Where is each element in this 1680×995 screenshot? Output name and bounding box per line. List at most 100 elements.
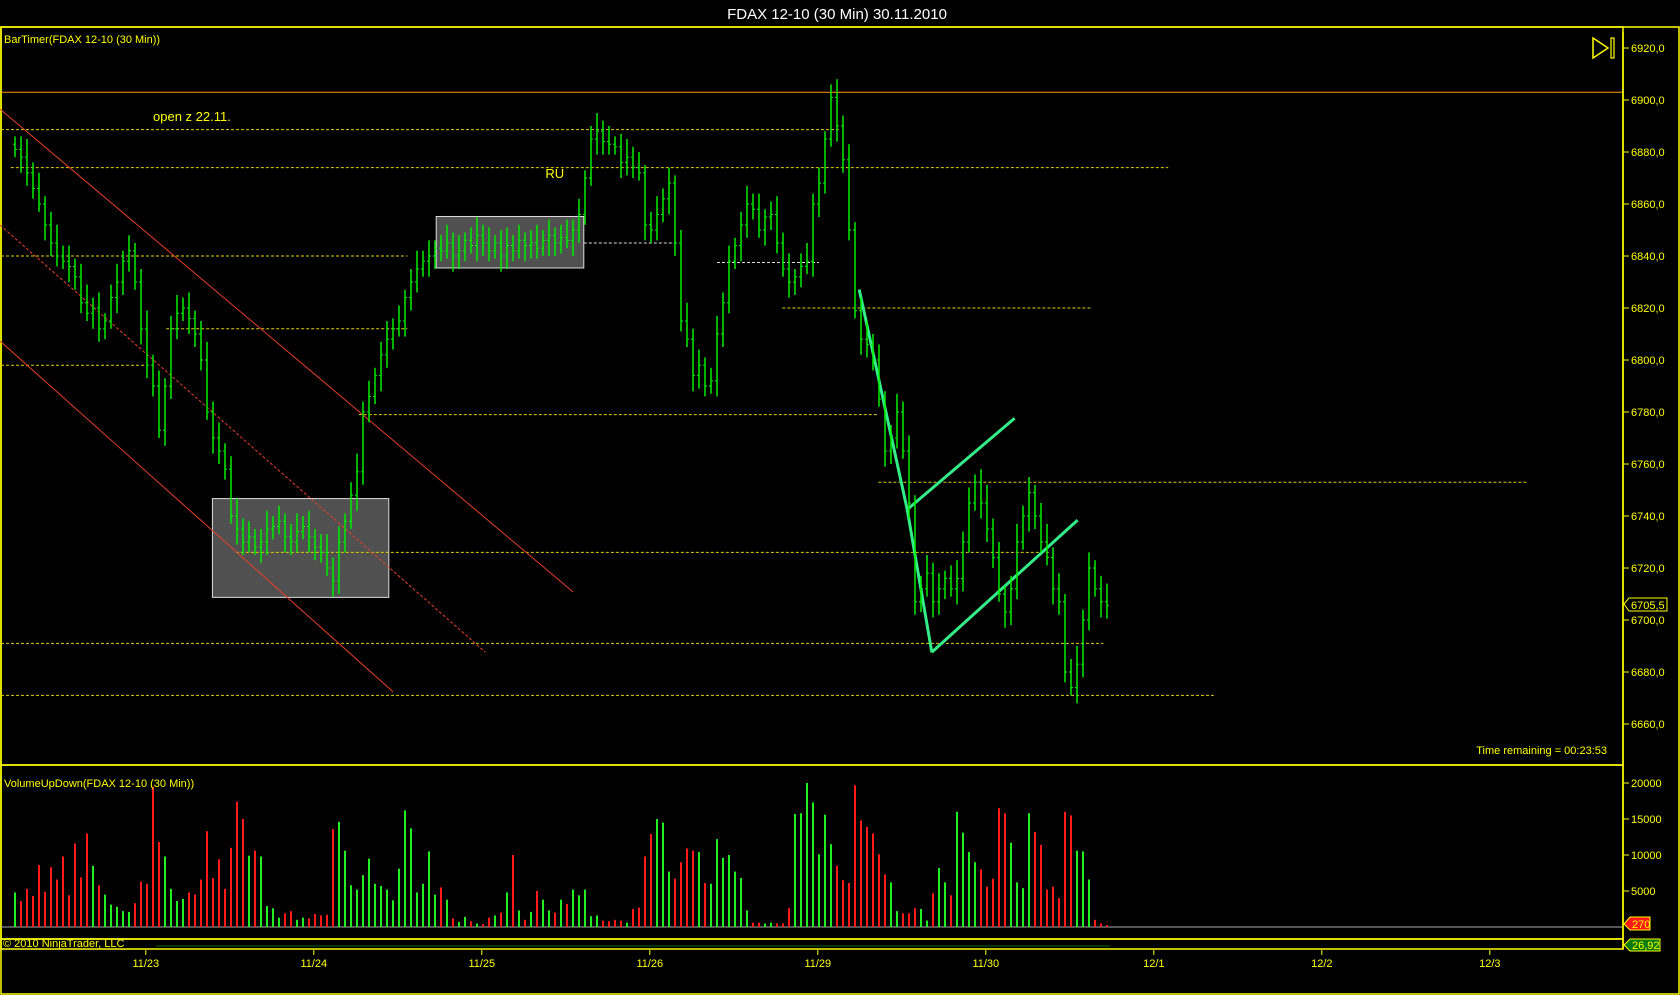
volume-bar <box>680 862 682 927</box>
volume-bar <box>662 822 664 927</box>
volume-bar <box>248 855 250 927</box>
volume-bar <box>794 813 796 927</box>
date-tick-label: 11/23 <box>132 958 159 970</box>
price-panel-frame <box>0 26 1624 766</box>
volume-bar <box>44 891 46 927</box>
volume-bar <box>584 889 586 927</box>
volume-bar <box>398 868 400 927</box>
date-tick-label: 12/3 <box>1479 958 1500 970</box>
last-price-tag: 6705,5 <box>1623 597 1668 612</box>
volume-bar <box>854 785 856 927</box>
volume-bar <box>686 848 688 927</box>
volume-bar <box>656 819 658 927</box>
volume-bar <box>482 924 484 927</box>
volume-bar <box>842 880 844 927</box>
volume-bar <box>938 867 940 927</box>
volume-bar <box>980 869 982 927</box>
volume-bar <box>812 802 814 927</box>
price-tick-label: 6740,0 <box>1631 511 1665 523</box>
volume-bar <box>722 857 724 927</box>
volume-bars <box>1 783 1622 928</box>
volume-bar <box>560 899 562 927</box>
volume-bar <box>512 855 514 927</box>
volume-bar <box>566 903 568 927</box>
volume-bar <box>506 892 508 927</box>
volume-bar <box>896 911 898 927</box>
volume-bar <box>464 916 466 927</box>
last-volume-tag: 270 <box>1623 916 1651 931</box>
volume-bar <box>1064 811 1066 927</box>
volume-bar <box>266 906 268 927</box>
volume-bar <box>230 847 232 927</box>
volume-bar <box>788 908 790 927</box>
volume-bar <box>68 895 70 927</box>
drawings-layer: open z 22.11. RU <box>0 91 1622 696</box>
volume-bar <box>404 810 406 927</box>
volume-bar <box>158 842 160 927</box>
volume-bar <box>968 852 970 927</box>
volume-bar <box>278 917 280 927</box>
volume-bar <box>578 895 580 927</box>
last-price-tag-text: 6705,5 <box>1631 600 1665 612</box>
volume-bar <box>542 899 544 927</box>
volume-bar <box>386 889 388 927</box>
volume-bar <box>644 856 646 927</box>
volume-bar <box>470 921 472 927</box>
volume-bar <box>530 911 532 927</box>
volume-bar <box>74 843 76 927</box>
volume-bar <box>728 855 730 927</box>
volume-bar <box>518 910 520 927</box>
volume-bar <box>716 839 718 927</box>
price-tick-label: 6920,0 <box>1631 43 1665 55</box>
volume-bar <box>908 913 910 927</box>
volume-bar <box>206 831 208 927</box>
volume-bar <box>902 913 904 927</box>
volume-bar <box>428 851 430 927</box>
volume-bar <box>962 832 964 927</box>
price-tick-label: 6880,0 <box>1631 147 1665 159</box>
volume-bar <box>782 923 784 927</box>
annotation-text: open z 22.11. <box>153 109 231 124</box>
price-tick-label: 6900,0 <box>1631 95 1665 107</box>
volume-bar <box>488 917 490 927</box>
volume-bar <box>698 852 700 927</box>
volume-bar <box>260 856 262 927</box>
volume-bar <box>308 918 310 927</box>
volume-bar <box>956 811 958 927</box>
price-tick-label: 6680,0 <box>1631 667 1665 679</box>
trend-line <box>905 509 934 653</box>
annotation-text: RU <box>545 166 564 181</box>
volume-bar <box>650 834 652 927</box>
volume-bar <box>1016 882 1018 927</box>
volume-bar <box>146 883 148 927</box>
scroll-to-end-icon[interactable] <box>1592 36 1615 60</box>
volume-bar <box>392 900 394 927</box>
price-bars <box>13 79 1109 704</box>
price-panel-label: BarTimer(FDAX 12-10 (30 Min)) <box>4 34 160 46</box>
volume-bar <box>362 875 364 927</box>
volume-bar <box>860 820 862 927</box>
volume-bar <box>14 892 16 927</box>
volume-bar <box>380 885 382 927</box>
volume-bar <box>872 833 874 927</box>
volume-bar <box>80 877 82 927</box>
volume-bar <box>338 821 340 927</box>
trend-line <box>930 519 1079 654</box>
volume-bar <box>182 898 184 927</box>
volume-bar <box>1028 813 1030 927</box>
volume-bar <box>422 883 424 927</box>
volume-bar <box>776 923 778 927</box>
volume-bar <box>140 881 142 927</box>
volume-bar <box>128 911 130 927</box>
volume-bar <box>110 904 112 927</box>
volume-bar <box>194 894 196 927</box>
date-tick-label: 11/30 <box>972 958 999 970</box>
volume-bar <box>800 813 802 927</box>
volume-bar <box>1100 923 1102 927</box>
volume-bar <box>632 909 634 927</box>
price-tick-label: 6800,0 <box>1631 355 1665 367</box>
volume-bar <box>668 871 670 927</box>
volume-bar <box>950 895 952 927</box>
volume-bar <box>296 919 298 927</box>
